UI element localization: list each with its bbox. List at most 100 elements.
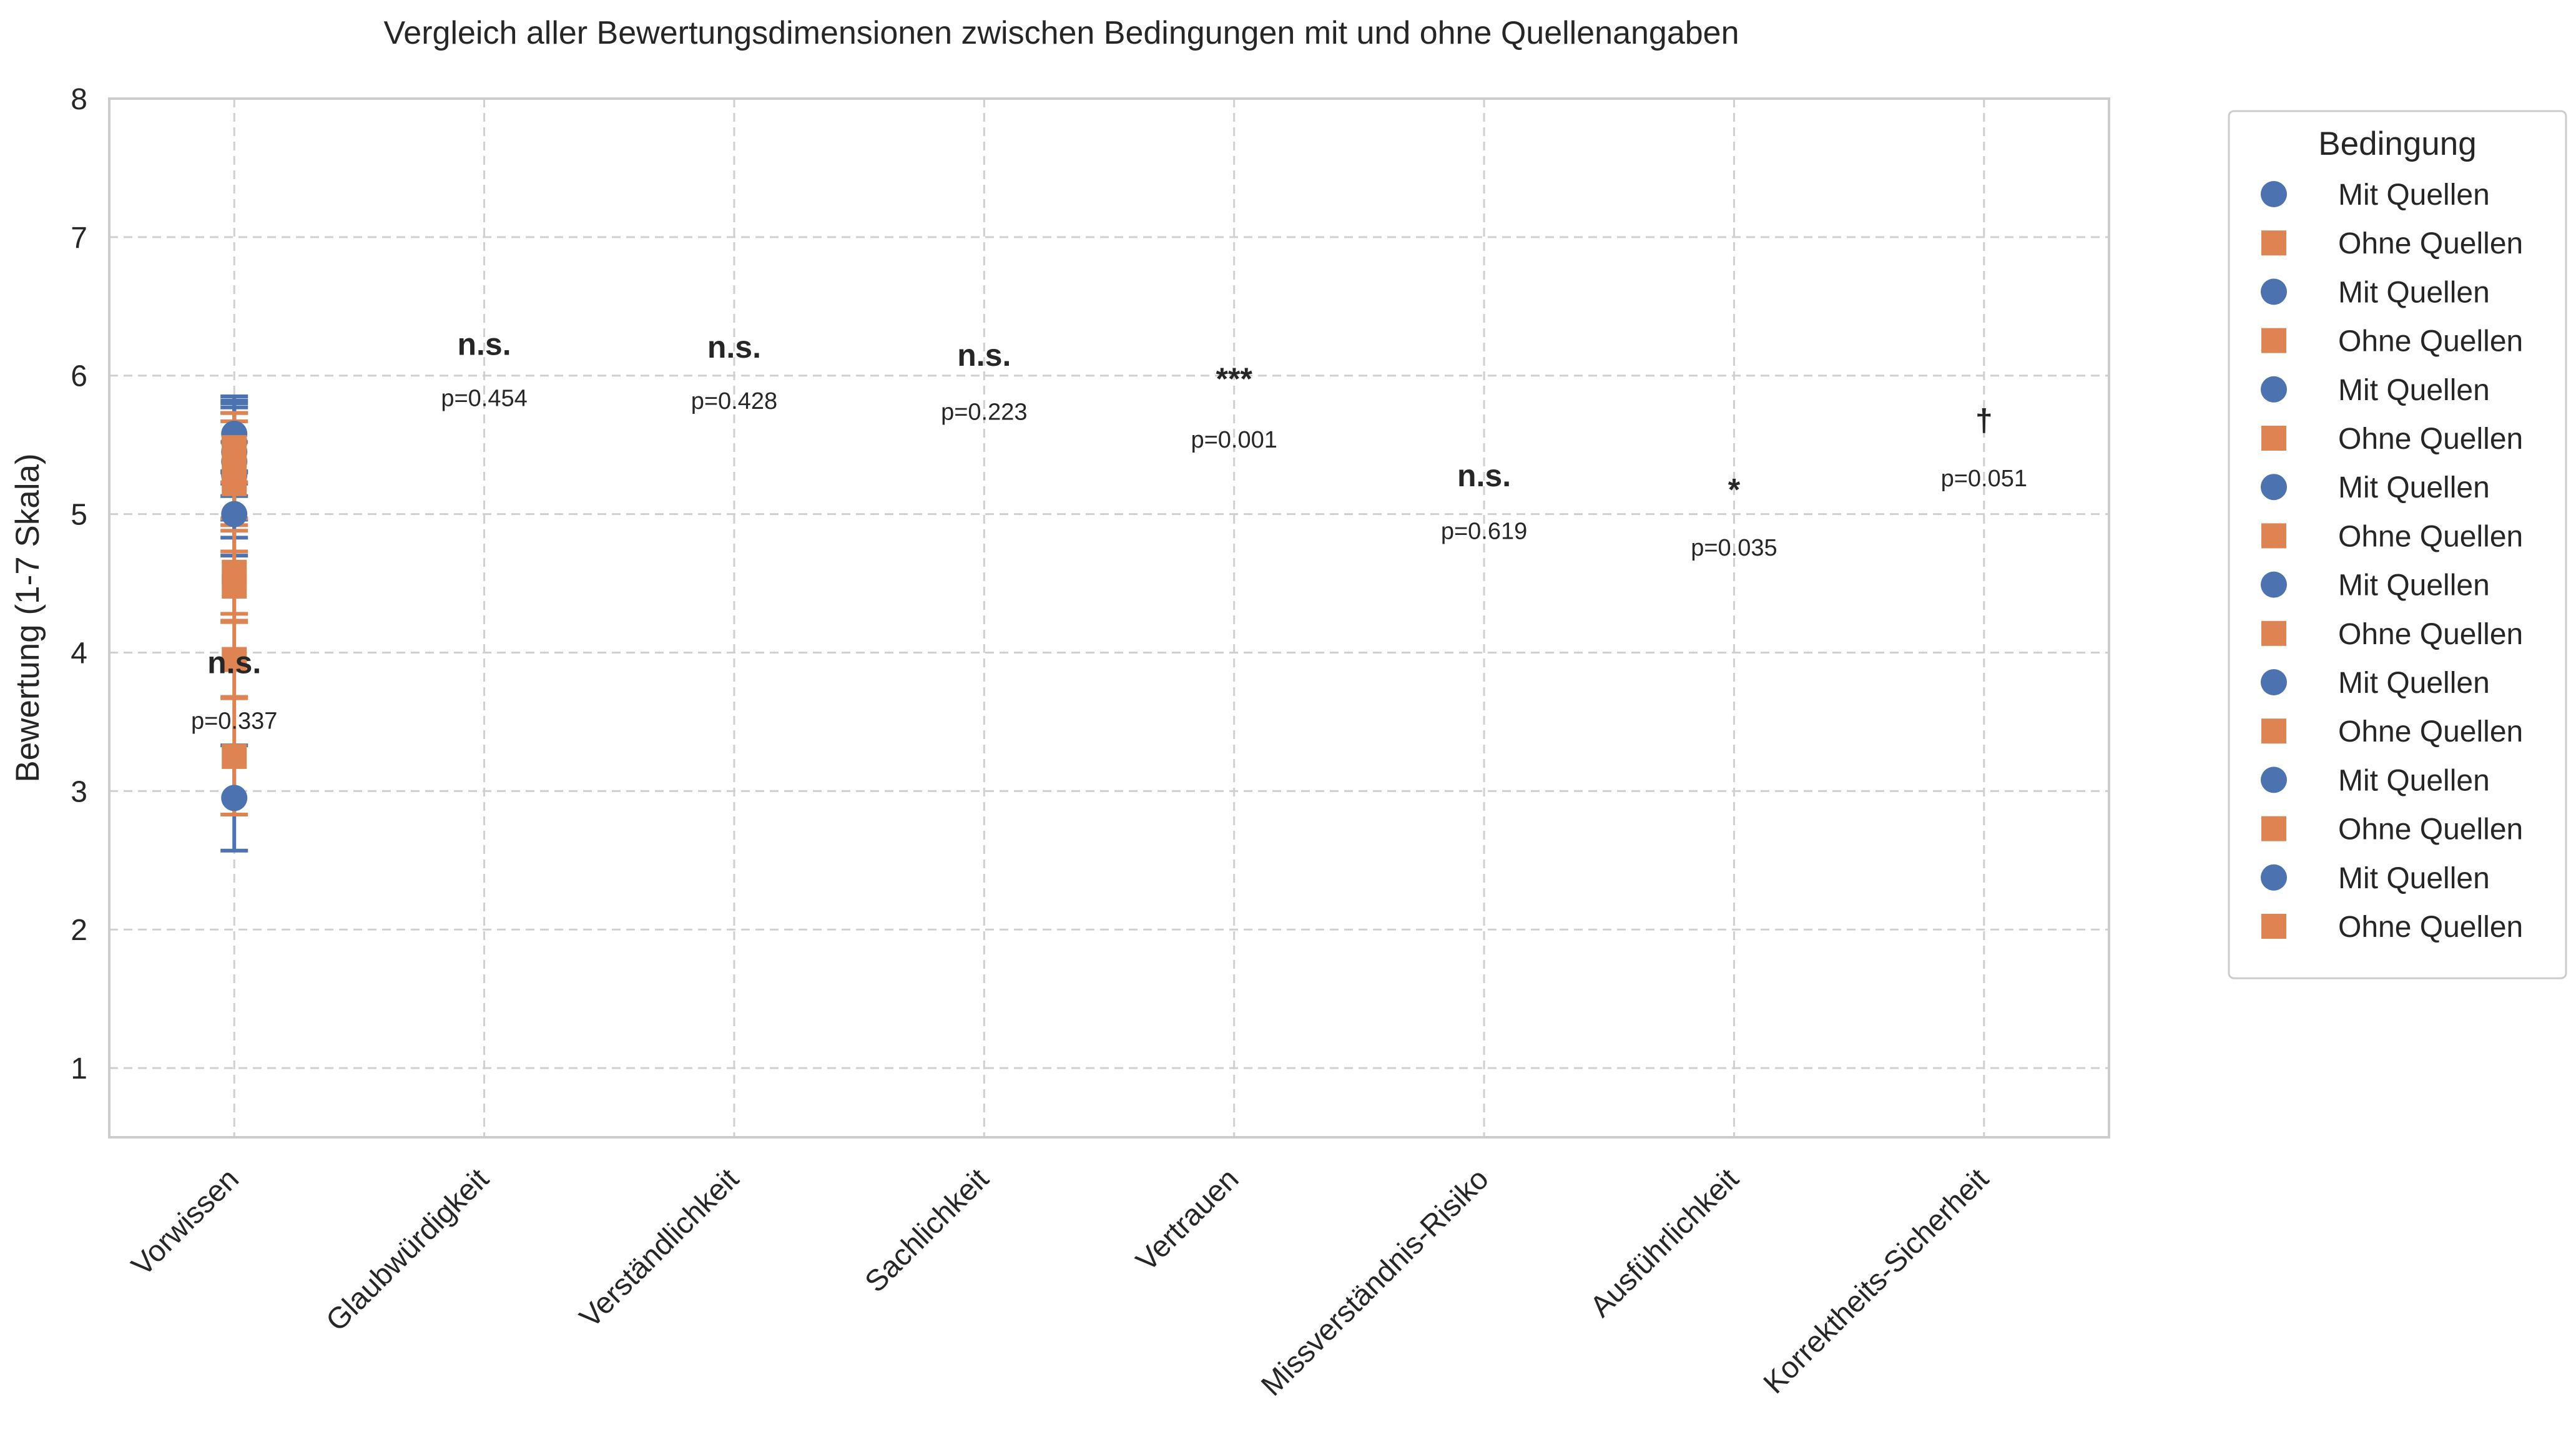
y-axis-label: Bewertung (1-7 Skala): [9, 453, 46, 782]
legend-marker-square: [2261, 230, 2286, 256]
legend-entry: Ohne Quellen: [2261, 520, 2523, 553]
legend-label: Mit Quellen: [2338, 569, 2490, 602]
legend-entry: Ohne Quellen: [2261, 227, 2523, 260]
x-tick-label: Glaubwürdigkeit: [320, 1162, 495, 1338]
p-value-label: p=0.619: [1441, 519, 1527, 545]
legend-label: Ohne Quellen: [2338, 227, 2523, 260]
legend-marker-square: [2261, 914, 2286, 939]
point-ohne-quellen: [222, 647, 247, 672]
point-ohne-quellen: [222, 435, 247, 461]
point-ohne-quellen: [222, 559, 247, 585]
legend-label: Mit Quellen: [2338, 374, 2490, 407]
legend-entry: Mit Quellen: [2261, 276, 2490, 309]
legend-marker-circle: [2261, 864, 2287, 891]
legend-entry: Mit Quellen: [2261, 862, 2490, 895]
legend-entry: Mit Quellen: [2261, 471, 2490, 504]
legend-label: Ohne Quellen: [2338, 520, 2523, 553]
point-ohne-quellen: [222, 743, 247, 769]
y-tick-label: 4: [71, 637, 87, 670]
y-tick-label: 8: [71, 83, 87, 116]
y-tick-label: 6: [71, 360, 87, 393]
significance-marker: n.s.: [707, 330, 761, 365]
significance-marker: ***: [1216, 361, 1253, 396]
x-axis-ticks: Vorwissen Glaubwürdigkeit Verständlichkeit…: [125, 1162, 1995, 1403]
p-value-label: p=0.001: [1191, 427, 1277, 453]
legend-marker-circle: [2261, 278, 2287, 305]
legend-entry: Ohne Quellen: [2261, 325, 2523, 358]
y-axis-ticks: 1 2 3 4 5 6 7 8: [71, 83, 87, 1085]
x-tick-label: Vorwissen: [125, 1162, 245, 1282]
legend-label: Ohne Quellen: [2338, 911, 2523, 944]
legend-marker-circle: [2261, 376, 2287, 403]
legend-marker-square: [2261, 620, 2286, 646]
y-tick-label: 3: [71, 775, 87, 808]
legend-entry: Mit Quellen: [2261, 764, 2490, 797]
legend-marker-circle: [2261, 767, 2287, 793]
legend-label: Mit Quellen: [2338, 276, 2490, 309]
point-mit-quellen: [221, 785, 248, 811]
legend-label: Mit Quellen: [2338, 179, 2490, 212]
legend-marker-circle: [2261, 571, 2287, 598]
p-value-label: p=0.428: [691, 388, 777, 414]
legend-marker-circle: [2261, 669, 2287, 695]
x-tick-label: Vertrauen: [1130, 1162, 1246, 1278]
p-value-label: p=0.337: [191, 708, 277, 734]
x-tick-label: Missverständnis-Risiko: [1255, 1162, 1495, 1403]
p-value-label: p=0.051: [1941, 466, 2027, 492]
legend-marker-square: [2261, 523, 2286, 549]
legend-label: Ohne Quellen: [2338, 813, 2523, 846]
x-tick-label: Sachlichkeit: [859, 1162, 996, 1299]
grid: [109, 97, 2109, 1137]
legend-box: [2228, 110, 2567, 979]
significance-marker: n.s.: [207, 645, 261, 680]
plot-area: [108, 97, 2110, 1139]
chart-title: Vergleich aller Bewertungsdimensionen zw…: [383, 15, 1739, 51]
legend-entry: Ohne Quellen: [2261, 618, 2523, 651]
legend-marker-square: [2261, 816, 2286, 841]
significance-marker: †: [1975, 403, 1993, 438]
y-tick-label: 1: [71, 1052, 87, 1085]
legend-entry: Mit Quellen: [2261, 569, 2490, 602]
p-value-label: p=0.223: [941, 399, 1027, 426]
significance-annotations: n.s. p=0.337 n.s. p=0.454 n.s. p=0.428 n.s. p=0…: [191, 326, 2027, 734]
legend-marker-circle: [2261, 474, 2287, 501]
y-tick-label: 7: [71, 222, 87, 255]
legend-marker-square: [2261, 426, 2286, 451]
legend-marker-square: [2261, 718, 2286, 744]
legend-label: Ohne Quellen: [2338, 618, 2523, 651]
legend-label: Ohne Quellen: [2338, 715, 2523, 748]
legend-entry: Ohne Quellen: [2261, 911, 2523, 944]
y-tick-label: 5: [71, 499, 87, 532]
legend-label: Mit Quellen: [2338, 667, 2490, 700]
x-tick-label: Verständlichkeit: [574, 1162, 745, 1334]
x-tick-label: Korrektheits-Sicherheit: [1757, 1162, 1995, 1400]
legend-label: Mit Quellen: [2338, 862, 2490, 895]
data-points: [221, 420, 248, 811]
legend-marker-square: [2261, 328, 2286, 353]
legend-label: Mit Quellen: [2338, 471, 2490, 504]
y-tick-label: 2: [71, 914, 87, 947]
legend-entry: Mit Quellen: [2261, 179, 2490, 212]
legend-entry: Mit Quellen: [2261, 374, 2490, 407]
x-tick-label: Ausführlichkeit: [1584, 1162, 1745, 1323]
legend-entry: Mit Quellen: [2261, 667, 2490, 700]
legend-entry: Ohne Quellen: [2261, 715, 2523, 748]
p-value-label: p=0.454: [441, 386, 527, 412]
legend-title: Bedingung: [2318, 125, 2476, 162]
legend-entry: Ohne Quellen: [2261, 423, 2523, 456]
legend-label: Ohne Quellen: [2338, 325, 2523, 358]
significance-marker: *: [1728, 472, 1741, 507]
point-ohne-quellen: [222, 457, 247, 483]
legend-entries: Mit Quellen Ohne Quellen Mit Quellen Ohne Q…: [2261, 179, 2523, 944]
legend-marker-circle: [2261, 181, 2287, 207]
significance-marker: n.s.: [957, 338, 1011, 373]
p-value-label: p=0.035: [1691, 535, 1777, 561]
legend-label: Mit Quellen: [2338, 764, 2490, 797]
significance-marker: n.s.: [1457, 458, 1511, 493]
significance-marker: n.s.: [457, 326, 511, 361]
legend-label: Ohne Quellen: [2338, 423, 2523, 456]
legend-entry: Ohne Quellen: [2261, 813, 2523, 846]
point-mit-quellen: [221, 501, 248, 527]
